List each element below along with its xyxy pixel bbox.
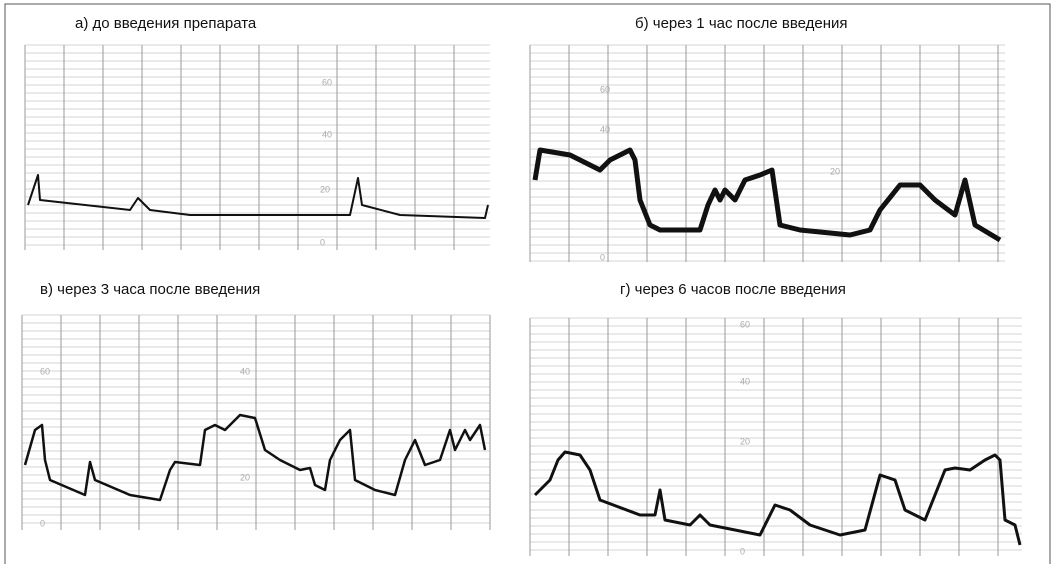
grid-label: 60 — [40, 366, 50, 376]
panel-caption: а) до введения препарата — [75, 15, 257, 32]
grid-label: 0 — [40, 518, 45, 528]
grid-label: 20 — [320, 184, 330, 194]
grid-label: 60 — [322, 77, 332, 87]
grid-label: 40 — [740, 376, 750, 386]
figure: а) до введения препарата б) через 1 час … — [0, 0, 1054, 564]
grid-label: 60 — [600, 84, 610, 94]
panel-caption: б) через 1 час после введения — [635, 15, 848, 32]
grid-label: 20 — [240, 472, 250, 482]
grid-label: 20 — [740, 436, 750, 446]
grid-label: 40 — [322, 129, 332, 139]
panel-caption: в) через 3 часа после введения — [40, 281, 260, 298]
panel-caption: г) через 6 часов после введения — [620, 281, 846, 298]
grid-label: 0 — [740, 546, 745, 556]
grid-label: 40 — [240, 366, 250, 376]
grid-label: 40 — [600, 124, 610, 134]
grid-label: 60 — [740, 319, 750, 329]
grid-label: 0 — [600, 252, 605, 262]
grid-label: 20 — [830, 166, 840, 176]
grid-label: 0 — [320, 237, 325, 247]
